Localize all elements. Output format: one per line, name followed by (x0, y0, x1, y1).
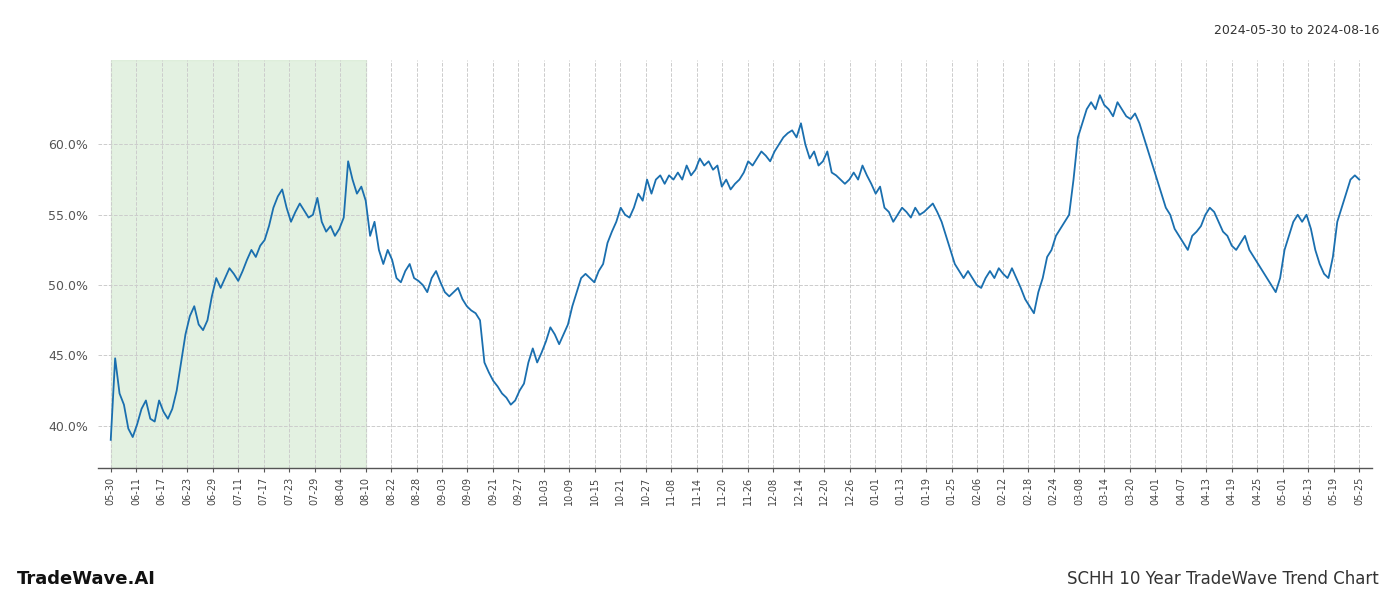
Text: TradeWave.AI: TradeWave.AI (17, 570, 155, 588)
Text: 2024-05-30 to 2024-08-16: 2024-05-30 to 2024-08-16 (1214, 24, 1379, 37)
Bar (111, 60, 365, 468)
Text: SCHH 10 Year TradeWave Trend Chart: SCHH 10 Year TradeWave Trend Chart (1067, 570, 1379, 588)
